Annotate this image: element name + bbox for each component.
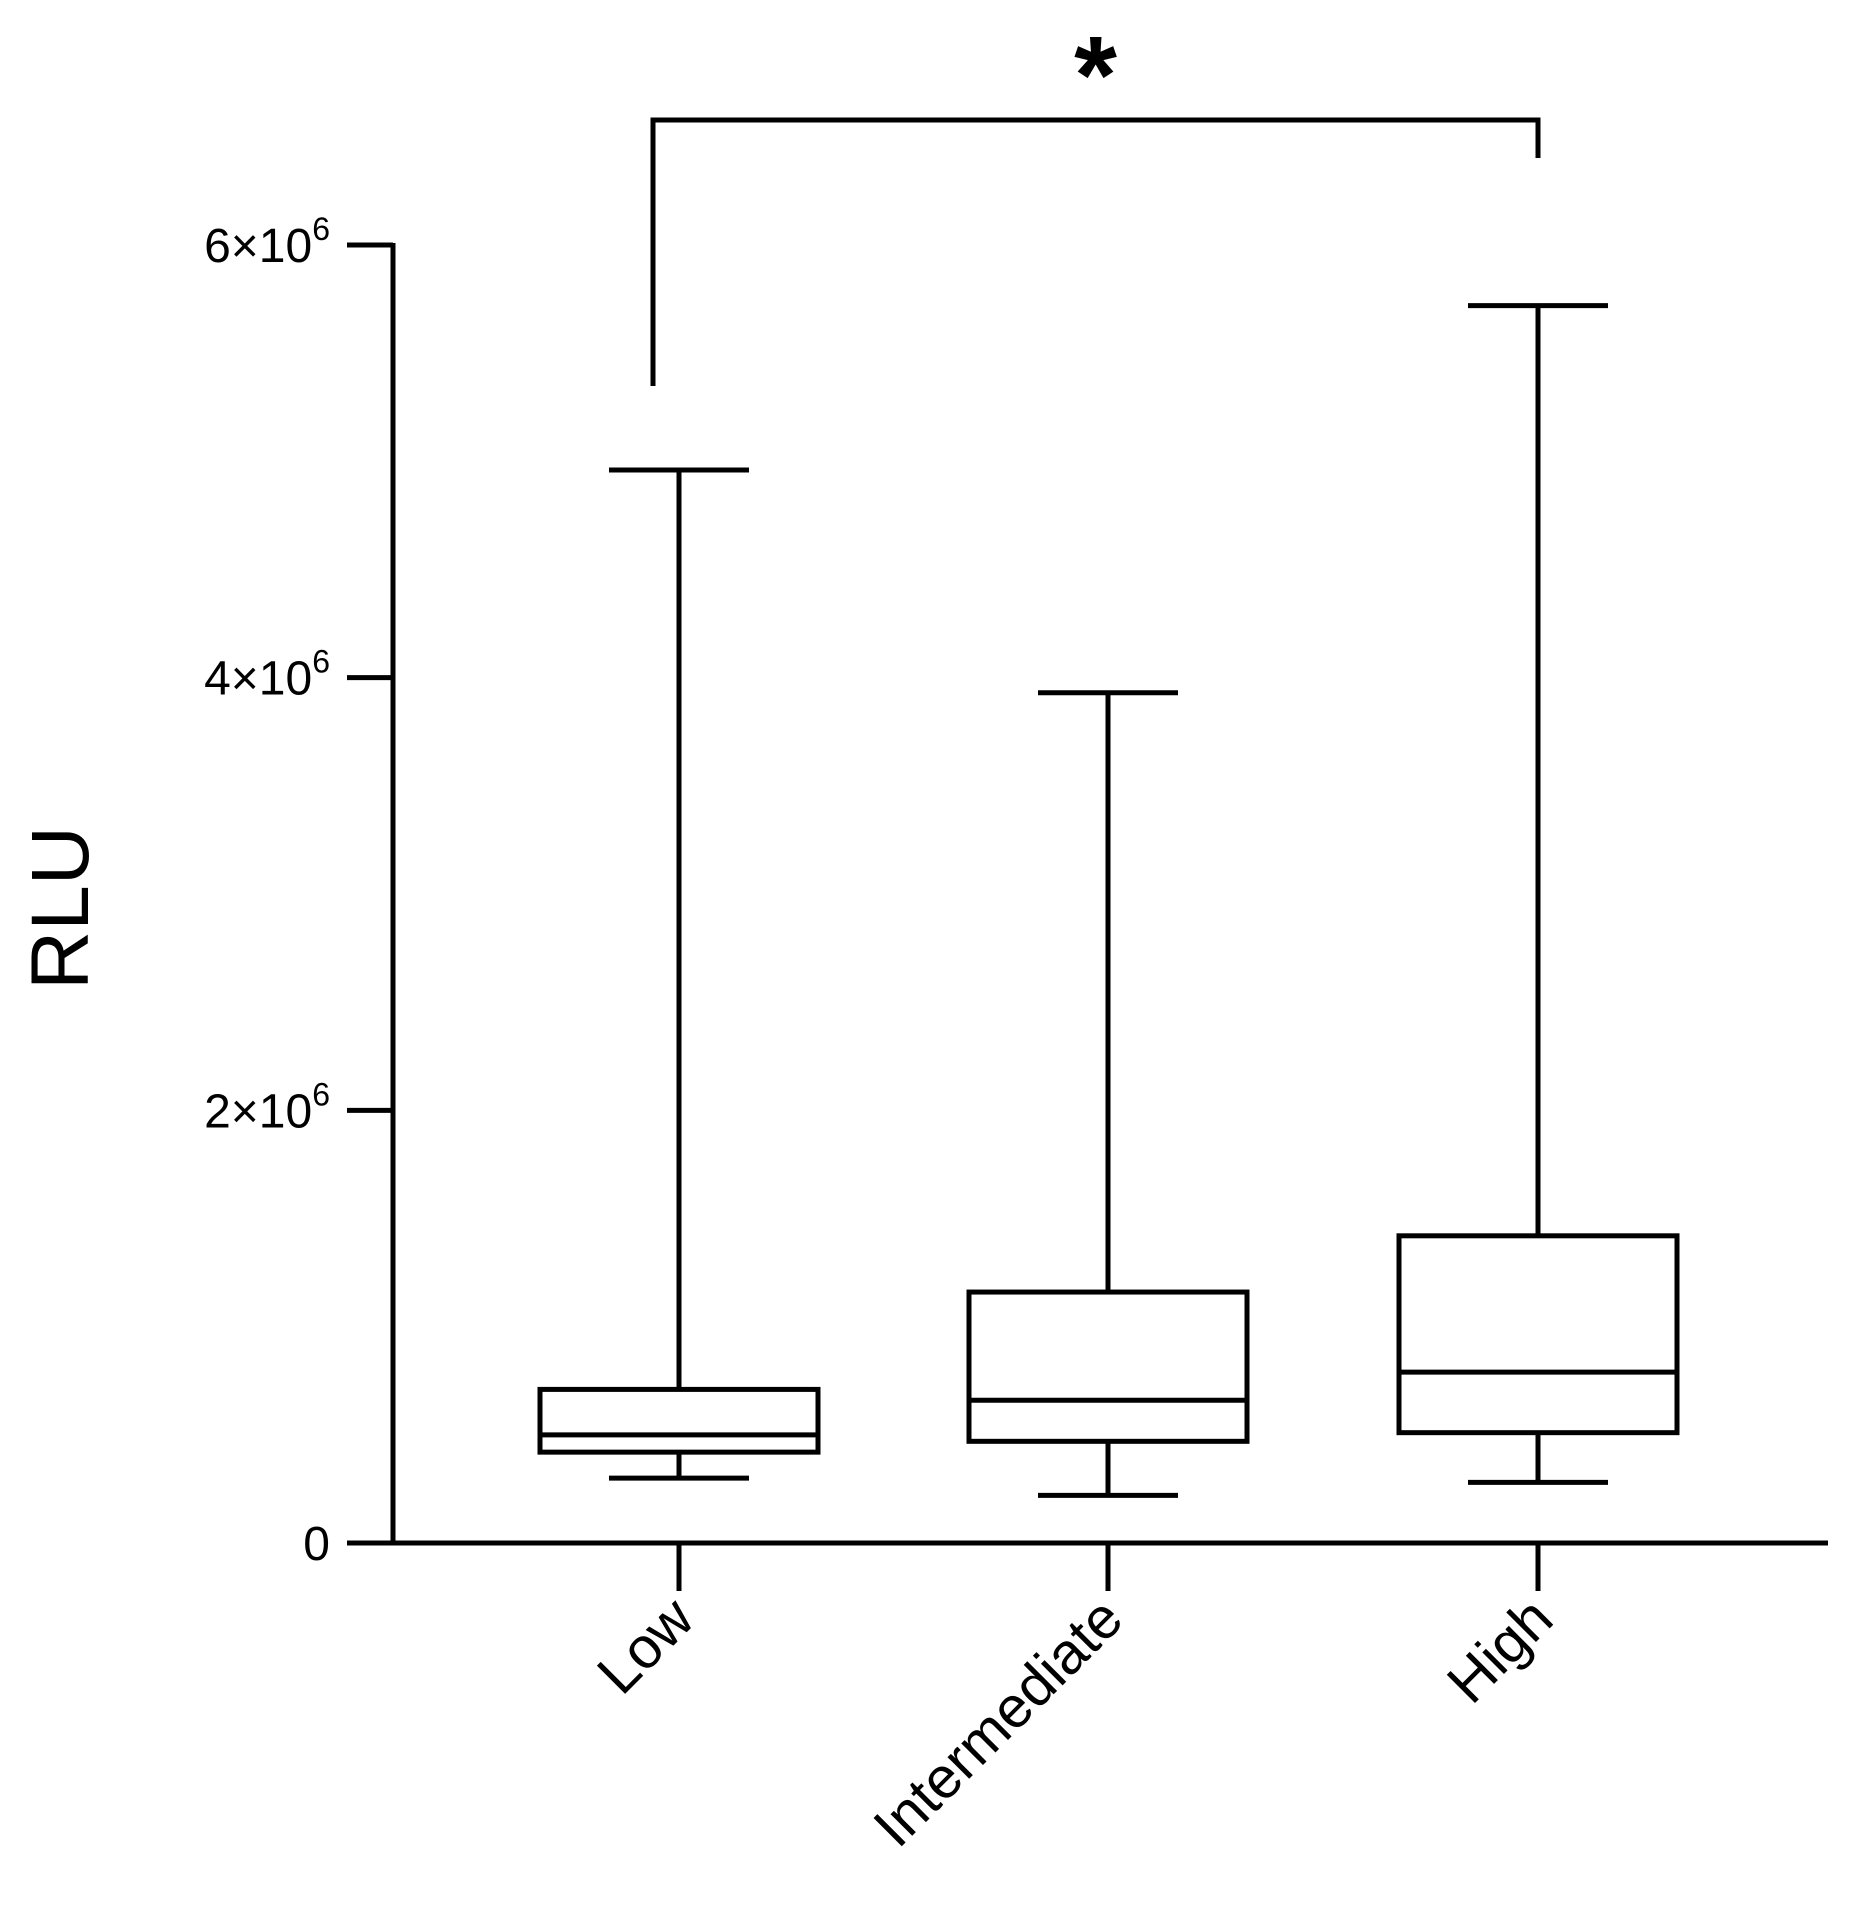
box-high (1396, 303, 1680, 1485)
iqr-box (966, 1289, 1250, 1444)
y-tick-label: 2×106 (204, 1076, 330, 1138)
y-tick-label: 4×106 (204, 644, 330, 706)
y-axis-title: RLU (15, 826, 106, 990)
iqr-box (537, 1386, 821, 1455)
y-tick-label: 6×106 (204, 211, 330, 273)
x-tick-label: High (1435, 1585, 1565, 1715)
y-tick-label: 0 (303, 1518, 330, 1571)
significance-label: * (1074, 14, 1117, 137)
iqr-box (1396, 1233, 1680, 1436)
box-low (537, 467, 821, 1481)
significance-bracket: * (650, 14, 1541, 386)
axes-layer: 0 2×106 4×106 6×106 Low Intermediate High (204, 211, 1828, 1859)
significance-layer: * (650, 14, 1541, 386)
bracket-line (650, 117, 1541, 386)
x-tick-label: Intermediate (861, 1585, 1135, 1859)
x-tick-label: Low (585, 1584, 707, 1706)
boxes-layer (537, 303, 1680, 1498)
box-intermediate (966, 690, 1250, 1498)
